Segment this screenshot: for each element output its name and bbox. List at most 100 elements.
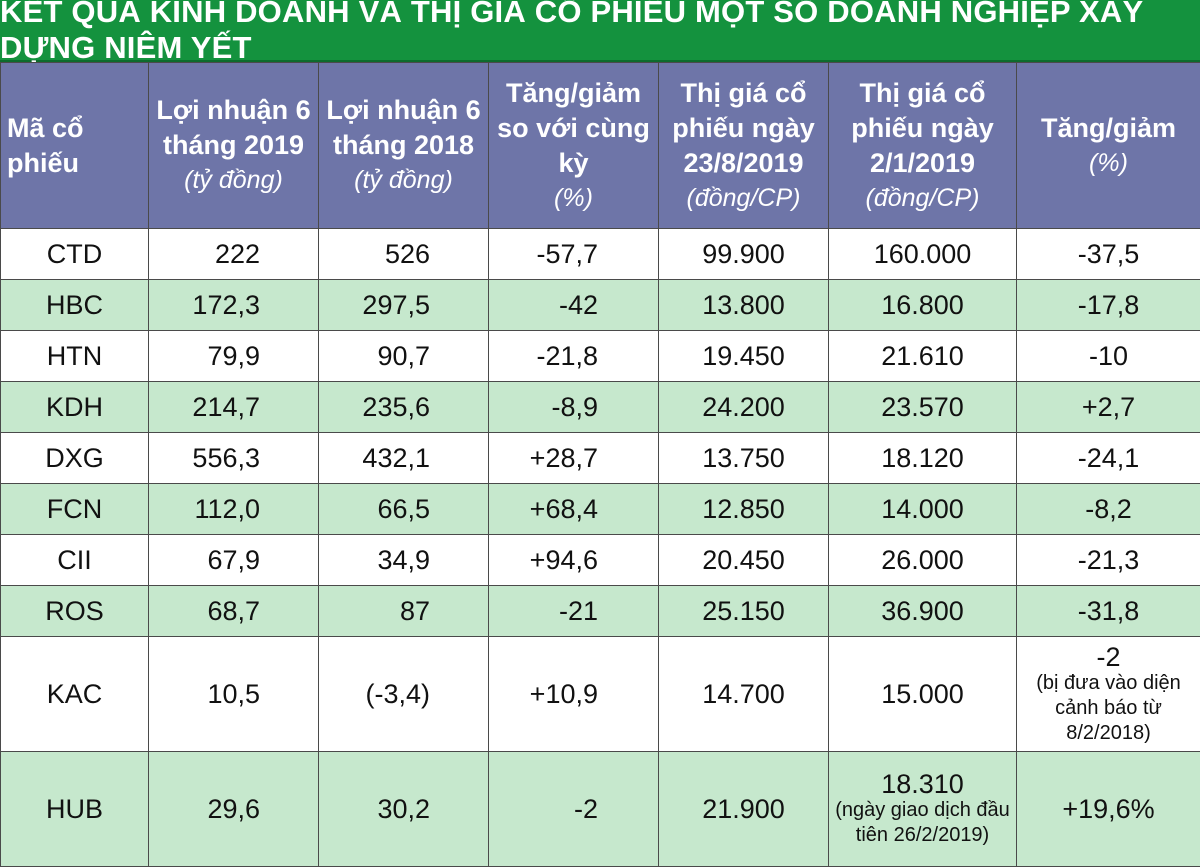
cell-code: ROS [1,586,149,637]
cell-price-jan: 26.000 [829,535,1017,586]
header-price-jan-label: Thị giá cổ phiếu ngày 2/1/2019 [851,78,994,178]
cell-price-aug: 99.900 [659,229,829,280]
table-body: CTD 222 526 -57,7 99.900 160.000 -37,5 H… [1,229,1200,867]
cell-price-change-note: (bị đưa vào diện cảnh báo từ 8/2/2018) [1017,671,1200,746]
header-profit-2018-label: Lợi nhuận 6 tháng 2018 [326,95,480,160]
cell-price-change: -31,8 [1017,586,1200,637]
header-price-aug-label: Thị giá cổ phiếu ngày 23/8/2019 [672,78,815,178]
cell-price-aug: 12.850 [659,484,829,535]
cell-price-aug: 25.150 [659,586,829,637]
cell-price-jan: 160.000 [829,229,1017,280]
header-price-change-unit: (%) [1017,146,1200,181]
cell-price-change: +19,6% [1017,752,1200,867]
cell-change-yoy: -21 [489,586,659,637]
cell-price-aug: 13.800 [659,280,829,331]
cell-change-yoy: -57,7 [489,229,659,280]
cell-profit-2019: 112,0 [149,484,319,535]
cell-price-change: -17,8 [1017,280,1200,331]
cell-change-yoy: -42 [489,280,659,331]
table-row: KAC 10,5 (-3,4) +10,9 14.700 15.000 -2 (… [1,637,1200,752]
cell-code: HTN [1,331,149,382]
cell-price-change: -24,1 [1017,433,1200,484]
cell-change-yoy: -2 [489,752,659,867]
cell-profit-2019: 222 [149,229,319,280]
cell-price-aug: 19.450 [659,331,829,382]
table-row: HBC 172,3 297,5 -42 13.800 16.800 -17,8 [1,280,1200,331]
cell-change-yoy: -21,8 [489,331,659,382]
cell-change-yoy: +10,9 [489,637,659,752]
cell-change-yoy: -8,9 [489,382,659,433]
header-profit-2018: Lợi nhuận 6 tháng 2018 (tỷ đồng) [319,63,489,229]
cell-price-jan: 15.000 [829,637,1017,752]
cell-code: CTD [1,229,149,280]
cell-price-jan: 21.610 [829,331,1017,382]
cell-price-change: -10 [1017,331,1200,382]
cell-profit-2019: 79,9 [149,331,319,382]
table-row: CII 67,9 34,9 +94,6 20.450 26.000 -21,3 [1,535,1200,586]
cell-price-jan: 36.900 [829,586,1017,637]
cell-price-aug: 20.450 [659,535,829,586]
cell-price-change: -37,5 [1017,229,1200,280]
cell-price-jan: 18.310 (ngày giao dịch đầu tiên 26/2/201… [829,752,1017,867]
header-price-aug-unit: (đồng/CP) [659,181,828,216]
cell-profit-2018: 66,5 [319,484,489,535]
table-row: FCN 112,0 66,5 +68,4 12.850 14.000 -8,2 [1,484,1200,535]
cell-code: DXG [1,433,149,484]
table-row: HUB 29,6 30,2 -2 21.900 18.310 (ngày gia… [1,752,1200,867]
header-code: Mã cổ phiếu [1,63,149,229]
table-row: HTN 79,9 90,7 -21,8 19.450 21.610 -10 [1,331,1200,382]
header-price-change-label: Tăng/giảm [1041,113,1176,143]
cell-price-jan: 23.570 [829,382,1017,433]
header-price-aug: Thị giá cổ phiếu ngày 23/8/2019 (đồng/CP… [659,63,829,229]
cell-profit-2018: 432,1 [319,433,489,484]
header-price-jan: Thị giá cổ phiếu ngày 2/1/2019 (đồng/CP) [829,63,1017,229]
header-profit-2018-unit: (tỷ đồng) [319,163,488,198]
cell-code: CII [1,535,149,586]
cell-profit-2018: 34,9 [319,535,489,586]
cell-profit-2019: 67,9 [149,535,319,586]
cell-price-aug: 24.200 [659,382,829,433]
header-profit-2019-unit: (tỷ đồng) [149,163,318,198]
header-change-yoy-label: Tăng/giảm so với cùng kỳ [497,78,650,178]
table-title: KẾT QUẢ KINH DOANH VÀ THỊ GIÁ CỔ PHIẾU M… [0,0,1200,62]
data-table: Mã cổ phiếu Lợi nhuận 6 tháng 2019 (tỷ đ… [0,62,1200,867]
cell-profit-2018: 297,5 [319,280,489,331]
cell-code: HBC [1,280,149,331]
header-price-jan-unit: (đồng/CP) [829,181,1016,216]
cell-price-jan: 16.800 [829,280,1017,331]
cell-profit-2018: (-3,4) [319,637,489,752]
cell-change-yoy: +28,7 [489,433,659,484]
table-row: CTD 222 526 -57,7 99.900 160.000 -37,5 [1,229,1200,280]
header-profit-2019-label: Lợi nhuận 6 tháng 2019 [156,95,310,160]
cell-price-aug: 21.900 [659,752,829,867]
cell-code: HUB [1,752,149,867]
cell-code: FCN [1,484,149,535]
cell-change-yoy: +68,4 [489,484,659,535]
cell-code: KDH [1,382,149,433]
cell-price-jan-note: (ngày giao dịch đầu tiên 26/2/2019) [829,798,1016,848]
cell-price-aug: 14.700 [659,637,829,752]
table-row: DXG 556,3 432,1 +28,7 13.750 18.120 -24,… [1,433,1200,484]
header-change-yoy: Tăng/giảm so với cùng kỳ (%) [489,63,659,229]
cell-price-change: -21,3 [1017,535,1200,586]
cell-profit-2019: 172,3 [149,280,319,331]
cell-price-change-value: -2 [1096,642,1120,672]
cell-price-aug: 13.750 [659,433,829,484]
cell-price-jan: 18.120 [829,433,1017,484]
table-row: KDH 214,7 235,6 -8,9 24.200 23.570 +2,7 [1,382,1200,433]
cell-price-change: -2 (bị đưa vào diện cảnh báo từ 8/2/2018… [1017,637,1200,752]
cell-profit-2018: 526 [319,229,489,280]
cell-profit-2019: 214,7 [149,382,319,433]
header-price-change: Tăng/giảm (%) [1017,63,1200,229]
header-change-yoy-unit: (%) [489,181,658,216]
table-header: Mã cổ phiếu Lợi nhuận 6 tháng 2019 (tỷ đ… [1,63,1200,229]
cell-code: KAC [1,637,149,752]
header-profit-2019: Lợi nhuận 6 tháng 2019 (tỷ đồng) [149,63,319,229]
cell-price-change: +2,7 [1017,382,1200,433]
cell-profit-2018: 87 [319,586,489,637]
cell-price-change: -8,2 [1017,484,1200,535]
cell-price-jan-value: 18.310 [881,769,964,799]
table-row: ROS 68,7 87 -21 25.150 36.900 -31,8 [1,586,1200,637]
cell-profit-2019: 10,5 [149,637,319,752]
cell-change-yoy: +94,6 [489,535,659,586]
